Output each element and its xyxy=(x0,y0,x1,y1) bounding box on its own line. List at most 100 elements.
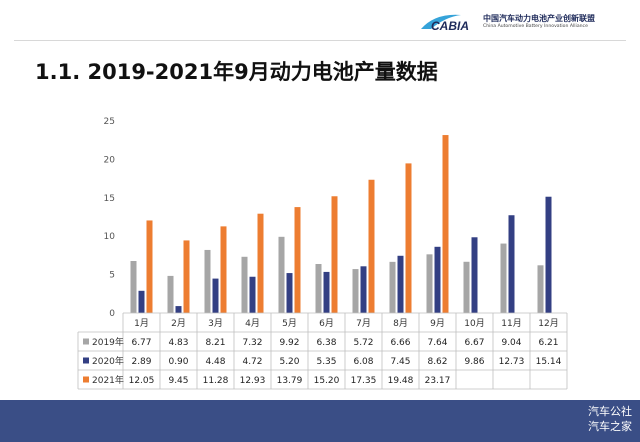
y-tick-label: 25 xyxy=(104,117,115,127)
bar-2021年-1月 xyxy=(146,220,153,313)
data-label: 9.45 xyxy=(168,376,188,386)
x-tick-label: 5月 xyxy=(282,318,297,329)
data-label: 8.62 xyxy=(427,357,447,367)
bar-2019年-8月 xyxy=(389,261,396,313)
bar-2019年-12月 xyxy=(537,265,544,313)
bar-2019年-3月 xyxy=(204,249,211,313)
data-label: 15.20 xyxy=(314,376,340,386)
data-label: 13.79 xyxy=(277,376,303,386)
bar-2020年-12月 xyxy=(545,196,552,313)
x-tick-label: 6月 xyxy=(319,318,334,329)
bar-2020年-3月 xyxy=(212,278,219,313)
bar-2019年-11月 xyxy=(500,243,507,313)
data-label: 6.66 xyxy=(390,338,410,348)
data-label: 7.32 xyxy=(242,338,262,348)
data-label: 11.28 xyxy=(203,376,229,386)
bar-2021年-8月 xyxy=(405,163,412,313)
data-label: 12.93 xyxy=(240,376,266,386)
data-label: 12.05 xyxy=(129,376,155,386)
bar-2020年-4月 xyxy=(249,276,256,313)
data-label: 4.72 xyxy=(242,357,262,367)
data-label: 7.45 xyxy=(390,357,410,367)
page-title: 1.1. 2019-2021年9月动力电池产量数据 xyxy=(35,60,438,84)
bar-2021年-6月 xyxy=(331,196,338,313)
data-label: 15.14 xyxy=(536,357,562,367)
data-label: 5.35 xyxy=(316,357,336,367)
data-label: 6.21 xyxy=(538,338,558,348)
data-label: 6.08 xyxy=(353,357,373,367)
data-label: 5.20 xyxy=(279,357,299,367)
y-tick-label: 5 xyxy=(109,271,115,281)
bar-2021年-5月 xyxy=(294,207,301,313)
bar-2020年-10月 xyxy=(471,237,478,313)
legend-swatch-2020年 xyxy=(83,357,89,364)
data-label: 0.90 xyxy=(168,357,188,367)
x-tick-label: 10月 xyxy=(464,318,484,329)
data-label: 12.73 xyxy=(499,357,525,367)
bar-2020年-6月 xyxy=(323,271,330,313)
data-label: 19.48 xyxy=(388,376,414,386)
data-label: 9.86 xyxy=(464,357,484,367)
cabia-logo: CABIA 中国汽车动力电池产业创新联盟 China Automotive Ba… xyxy=(417,11,622,35)
watermark-line-2: 汽车之家 xyxy=(588,420,632,433)
x-tick-label: 8月 xyxy=(393,318,408,329)
data-label: 17.35 xyxy=(351,376,377,386)
bar-2020年-5月 xyxy=(286,273,293,313)
header-divider xyxy=(14,40,626,41)
bar-2021年-7月 xyxy=(368,179,375,313)
legend-label: 2020年 xyxy=(92,355,124,367)
data-label: 9.92 xyxy=(279,338,299,348)
bar-2021年-2月 xyxy=(183,240,190,313)
org-name-cn: 中国汽车动力电池产业创新联盟 xyxy=(483,14,595,23)
data-label: 7.64 xyxy=(427,338,447,348)
data-label: 6.38 xyxy=(316,338,336,348)
bar-2020年-2月 xyxy=(175,306,182,313)
x-tick-label: 2月 xyxy=(171,318,186,329)
legend-swatch-2019年 xyxy=(83,338,89,345)
logo-text: CABIA xyxy=(431,19,469,33)
bar-2019年-2月 xyxy=(167,275,174,313)
data-label: 6.67 xyxy=(464,338,484,348)
bar-2019年-7月 xyxy=(352,269,359,313)
y-tick-label: 0 xyxy=(109,309,115,319)
bar-2020年-1月 xyxy=(138,290,145,313)
x-tick-label: 7月 xyxy=(356,318,371,329)
x-tick-label: 11月 xyxy=(501,318,521,329)
bar-2020年-8月 xyxy=(397,255,404,313)
bar-2021年-9月 xyxy=(442,135,449,313)
data-label: 23.17 xyxy=(425,376,451,386)
x-tick-label: 12月 xyxy=(538,318,558,329)
bar-2019年-9月 xyxy=(426,254,433,313)
y-tick-label: 15 xyxy=(104,194,115,204)
bar-2020年-7月 xyxy=(360,266,367,313)
data-label: 2.89 xyxy=(131,357,151,367)
data-label: 8.21 xyxy=(205,338,225,348)
bar-2020年-11月 xyxy=(508,215,515,313)
watermark-line-1: 汽车公社 xyxy=(588,405,632,418)
x-tick-label: 9月 xyxy=(430,318,445,329)
watermark: 汽车公社 汽车之家 xyxy=(588,404,632,434)
data-label: 4.48 xyxy=(205,357,225,367)
y-tick-label: 10 xyxy=(104,232,116,242)
footer-bar xyxy=(0,400,640,442)
data-label: 4.83 xyxy=(168,338,188,348)
org-name-en: China Automotive Battery Innovation Alli… xyxy=(483,24,588,29)
x-tick-label: 4月 xyxy=(245,318,260,329)
x-tick-label: 1月 xyxy=(134,318,149,329)
legend-label: 2021年 xyxy=(92,374,124,386)
bar-2020年-9月 xyxy=(434,246,441,313)
bar-chart: 0 5 10 15 20 25 1月 2月 3月 4月 5月 6月 7月 8月 9月 10月 11月 12月 201… xyxy=(77,117,568,390)
legend-label: 2019年 xyxy=(92,336,124,348)
data-label: 6.77 xyxy=(131,338,151,348)
legend-swatch-2021年 xyxy=(83,376,89,383)
bar-2019年-1月 xyxy=(130,261,137,313)
bar-2019年-5月 xyxy=(278,236,285,313)
data-label: 5.72 xyxy=(353,338,373,348)
cabia-logo-icon: CABIA xyxy=(421,14,469,33)
x-tick-label: 3月 xyxy=(208,318,223,329)
bar-2021年-4月 xyxy=(257,213,264,313)
bar-2019年-10月 xyxy=(463,261,470,313)
y-tick-label: 20 xyxy=(104,155,116,165)
bar-2021年-3月 xyxy=(220,226,227,313)
bar-2019年-4月 xyxy=(241,256,248,313)
